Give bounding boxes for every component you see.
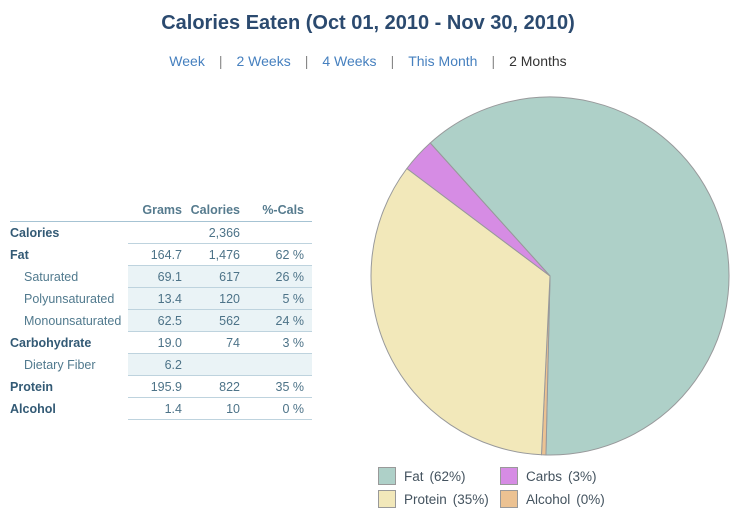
nutrient-table-body: Calories 2,366 Fat 164.7 1,476 62 % Saturated 6… — [10, 221, 312, 420]
cell-label: Alcohol — [10, 401, 56, 416]
pie-legend: Fat (62%) Carbs (3%) Protein (35%) Alcohol (0%) — [378, 467, 605, 508]
nav-separator: | — [304, 53, 309, 69]
cell-pcals: 5 % — [248, 287, 312, 310]
column-header-grams: Grams — [128, 199, 190, 222]
legend-swatch-alcohol — [500, 490, 518, 508]
cell-grams: 195.9 — [128, 375, 190, 398]
legend-label: Protein — [404, 491, 447, 507]
legend-pct: (0%) — [576, 491, 605, 507]
cell-calories: 1,476 — [190, 243, 248, 266]
table-row: Fat 164.7 1,476 62 % — [10, 243, 312, 266]
cell-grams: 62.5 — [128, 309, 190, 332]
cell-pcals — [248, 221, 312, 244]
cell-calories: 617 — [190, 265, 248, 288]
cell-pcals: 26 % — [248, 265, 312, 288]
table-row: Monounsaturated 62.5 562 24 % — [10, 309, 312, 332]
range-option-this-month[interactable]: This Month — [408, 53, 478, 69]
range-option-2-weeks[interactable]: 2 Weeks — [236, 53, 291, 69]
cell-grams: 13.4 — [128, 287, 190, 310]
cell-calories: 562 — [190, 309, 248, 332]
legend-swatch-carbs — [500, 467, 518, 485]
range-option-2-months: 2 Months — [509, 53, 567, 69]
table-row: Saturated 69.1 617 26 % — [10, 265, 312, 288]
cell-pcals: 3 % — [248, 331, 312, 354]
nutrient-table-header: Grams Calories %-Cals — [10, 199, 312, 222]
cell-label: Carbohydrate — [10, 335, 92, 350]
range-option-week[interactable]: Week — [169, 53, 205, 69]
cell-pcals — [248, 353, 312, 376]
cell-label: Protein — [10, 379, 54, 394]
legend-pct: (35%) — [452, 491, 489, 507]
legend-label: Carbs — [526, 468, 563, 484]
range-option-4-weeks[interactable]: 4 Weeks — [322, 53, 377, 69]
cell-calories: 10 — [190, 397, 248, 420]
pie-slice-protein — [370, 168, 551, 456]
cell-label: Fat — [10, 247, 29, 262]
column-header — [10, 199, 128, 222]
cell-grams — [128, 221, 190, 244]
cell-calories: 2,366 — [190, 221, 248, 244]
nav-separator: | — [218, 53, 223, 69]
cell-calories — [190, 353, 248, 376]
cell-label: Calories — [10, 225, 60, 240]
cell-grams: 69.1 — [128, 265, 190, 288]
column-header-calories: Calories — [190, 199, 248, 222]
table-row: Polyunsaturated 13.4 120 5 % — [10, 287, 312, 310]
legend-label: Fat — [404, 468, 424, 484]
cell-grams: 164.7 — [128, 243, 190, 266]
legend-item-alcohol: Alcohol (0%) — [500, 490, 605, 508]
table-row: Dietary Fiber 6.2 — [10, 353, 312, 376]
nav-separator: | — [390, 53, 395, 69]
cell-pcals: 24 % — [248, 309, 312, 332]
table-row: Protein 195.9 822 35 % — [10, 375, 312, 398]
cell-grams: 1.4 — [128, 397, 190, 420]
pie-slice-carbs — [406, 142, 551, 277]
cell-label: Saturated — [24, 269, 79, 284]
column-header-cals: %-Cals — [248, 199, 312, 222]
table-row: Calories 2,366 — [10, 221, 312, 244]
page-title: Calories Eaten (Oct 01, 2010 - Nov 30, 2… — [161, 12, 575, 34]
cell-pcals: 0 % — [248, 397, 312, 420]
legend-item-protein: Protein (35%) — [378, 490, 500, 508]
table-row: Alcohol 1.4 10 0 % — [10, 397, 312, 420]
legend-pct: (62%) — [429, 468, 466, 484]
cell-grams: 6.2 — [128, 353, 190, 376]
legend-label: Alcohol — [526, 491, 571, 507]
cell-label: Dietary Fiber — [24, 357, 96, 372]
legend-item-fat: Fat (62%) — [378, 467, 500, 485]
calories-pie-chart — [368, 94, 732, 458]
cell-calories: 74 — [190, 331, 248, 354]
legend-item-carbs: Carbs (3%) — [500, 467, 605, 485]
nutrient-summary-table: Grams Calories %-Cals Calories 2,366 Fat 164.… — [10, 199, 312, 420]
cell-grams: 19.0 — [128, 331, 190, 354]
cell-label: Polyunsaturated — [24, 291, 115, 306]
legend-swatch-fat — [378, 467, 396, 485]
legend-pct: (3%) — [568, 468, 597, 484]
cell-pcals: 62 % — [248, 243, 312, 266]
cell-label: Monounsaturated — [24, 313, 122, 328]
cell-calories: 120 — [190, 287, 248, 310]
cell-calories: 822 — [190, 375, 248, 398]
pie-slice-fat — [429, 96, 730, 456]
nav-separator: | — [491, 53, 496, 69]
legend-swatch-protein — [378, 490, 396, 508]
cell-pcals: 35 % — [248, 375, 312, 398]
range-nav: Week | 2 Weeks | 4 Weeks | This Month | 2 Months — [0, 53, 736, 69]
table-row: Carbohydrate 19.0 74 3 % — [10, 331, 312, 354]
pie-svg — [370, 96, 730, 456]
